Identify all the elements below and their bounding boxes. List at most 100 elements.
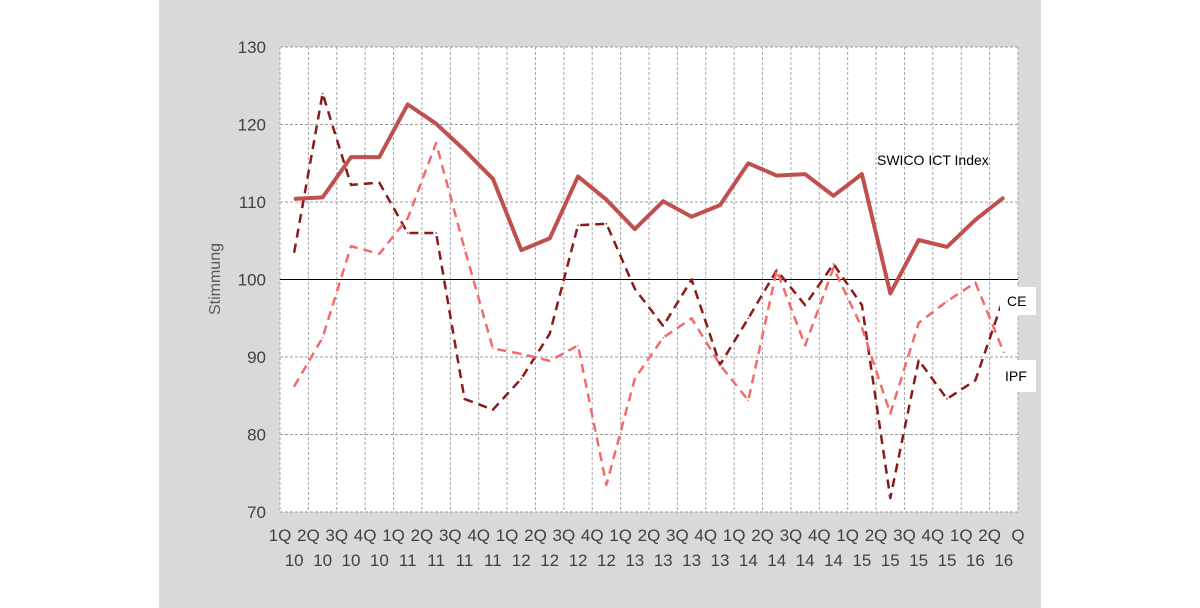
x-tick-label-quarter: 1Q bbox=[382, 526, 405, 545]
ipf-series-label: IPF bbox=[1005, 368, 1027, 384]
series-line-swico-ict-index bbox=[294, 102, 1006, 296]
x-tick-label-quarter: 1Q bbox=[269, 526, 292, 545]
y-tick-label: 120 bbox=[238, 116, 266, 135]
x-tick-label-quarter: 3Q bbox=[325, 526, 348, 545]
x-tick-label-quarter: 2Q bbox=[297, 526, 320, 545]
data-point-swico-ict-index bbox=[974, 219, 977, 221]
data-point-swico-ict-index bbox=[690, 215, 693, 218]
data-point-ipf bbox=[690, 317, 693, 320]
x-tick-label-year: 14 bbox=[767, 551, 786, 570]
gridlines bbox=[279, 46, 1019, 513]
data-point-ipf bbox=[548, 360, 551, 362]
x-tick-label-year: 13 bbox=[711, 551, 730, 570]
data-point-ipf bbox=[946, 300, 948, 303]
data-point-swico-ict-index bbox=[520, 249, 523, 251]
ce-series-label: CE bbox=[1007, 293, 1026, 309]
data-point-ce bbox=[406, 232, 409, 234]
x-tick-label-quarter: 2Q bbox=[865, 526, 888, 545]
x-tick-label-year: 14 bbox=[796, 551, 815, 570]
x-tick-label-quarter: 1Q bbox=[609, 526, 632, 545]
data-point-swico-ict-index bbox=[662, 200, 664, 203]
data-point-swico-ict-index bbox=[832, 195, 835, 197]
x-tick-label-year: 12 bbox=[512, 551, 531, 570]
data-point-ce bbox=[520, 377, 523, 380]
data-point-ipf bbox=[378, 253, 381, 255]
x-tick-label-year: 11 bbox=[456, 551, 474, 570]
x-tick-label-quarter: 1Q bbox=[836, 526, 859, 545]
data-point-ipf bbox=[293, 385, 295, 388]
x-tick-label-year: 12 bbox=[597, 551, 616, 570]
data-point-ipf bbox=[1003, 351, 1005, 354]
x-tick-label-quarter: 1Q bbox=[950, 526, 973, 545]
data-point-ipf bbox=[492, 347, 494, 350]
data-point-ce bbox=[662, 325, 664, 327]
data-point-ce bbox=[378, 181, 381, 184]
data-point-swico-ict-index bbox=[889, 292, 892, 295]
data-point-swico-ict-index bbox=[719, 204, 721, 206]
data-point-ce bbox=[492, 408, 494, 411]
x-tick-label-year: 11 bbox=[484, 551, 502, 570]
data-point-ce bbox=[917, 359, 920, 361]
data-point-swico-ict-index bbox=[605, 198, 608, 201]
data-point-swico-ict-index bbox=[804, 173, 806, 175]
data-point-ipf bbox=[889, 412, 892, 415]
x-tick-label-quarter: 2Q bbox=[751, 526, 774, 545]
x-tick-label-year: 12 bbox=[540, 551, 559, 570]
swico-series-label: SWICO ICT Index bbox=[877, 152, 989, 168]
data-point-ipf bbox=[435, 142, 437, 144]
x-tick-label-year: 11 bbox=[399, 551, 417, 570]
x-tick-label-quarter: 1Q bbox=[496, 526, 519, 545]
annotations: SWICO ICT Index CE IPF bbox=[877, 152, 1036, 392]
y-axis-ticks: 70 80 90 100 110 120 130 bbox=[238, 38, 266, 522]
data-point-swico-ict-index bbox=[406, 103, 409, 106]
data-point-ce bbox=[435, 232, 437, 234]
data-point-ce bbox=[804, 304, 806, 306]
data-point-ce bbox=[889, 497, 892, 499]
ipf-label-box bbox=[1000, 360, 1036, 392]
data-point-ipf bbox=[406, 217, 409, 220]
data-point-ipf bbox=[804, 344, 806, 347]
data-point-ce bbox=[747, 317, 750, 320]
data-point-swico-ict-index bbox=[548, 237, 551, 240]
ce-label-box bbox=[1000, 287, 1036, 315]
x-tick-label-year: 12 bbox=[569, 551, 588, 570]
x-tick-label-quarter: 4Q bbox=[922, 526, 945, 545]
series-line-ipf bbox=[293, 141, 1005, 487]
y-tick-label: 90 bbox=[247, 348, 266, 367]
data-point-ce bbox=[605, 222, 608, 225]
data-point-ipf bbox=[747, 399, 750, 402]
data-point-ipf bbox=[463, 247, 466, 250]
data-point-swico-ict-index bbox=[634, 228, 636, 230]
data-point-swico-ict-index bbox=[577, 175, 579, 178]
data-point-swico-ict-index bbox=[861, 173, 863, 175]
y-tick-label: 100 bbox=[238, 271, 266, 290]
data-point-ipf bbox=[605, 484, 608, 486]
data-point-ipf bbox=[634, 377, 636, 380]
x-tick-label-year: 14 bbox=[824, 551, 843, 570]
x-tick-label-year: 11 bbox=[427, 551, 445, 570]
x-tick-label-year: 10 bbox=[285, 551, 304, 570]
data-point-ce bbox=[350, 184, 352, 186]
x-tick-label-quarter: Q bbox=[1011, 526, 1024, 545]
x-tick-label-quarter: 3Q bbox=[439, 526, 462, 545]
x-tick-label-quarter: 3Q bbox=[553, 526, 576, 545]
x-tick-label-quarter: 4Q bbox=[808, 526, 831, 545]
data-point-ce bbox=[690, 278, 693, 281]
data-point-ce bbox=[861, 304, 863, 306]
data-point-ipf bbox=[974, 281, 977, 284]
x-tick-label-quarter: 1Q bbox=[723, 526, 746, 545]
x-tick-label-year: 13 bbox=[654, 551, 673, 570]
x-tick-label-quarter: 3Q bbox=[893, 526, 916, 545]
x-tick-label-year: 15 bbox=[938, 551, 957, 570]
x-tick-label-quarter: 2Q bbox=[638, 526, 661, 545]
data-point-swico-ict-index bbox=[775, 174, 778, 177]
data-point-swico-ict-index bbox=[917, 239, 920, 241]
data-point-ipf bbox=[719, 363, 721, 366]
x-tick-label-year: 15 bbox=[881, 551, 900, 570]
x-tick-label-quarter: 4Q bbox=[467, 526, 490, 545]
data-point-ce bbox=[548, 332, 551, 335]
y-tick-label: 70 bbox=[247, 503, 266, 522]
data-point-swico-ict-index bbox=[747, 162, 750, 165]
data-point-ce bbox=[463, 398, 466, 400]
data-point-swico-ict-index bbox=[463, 149, 466, 151]
